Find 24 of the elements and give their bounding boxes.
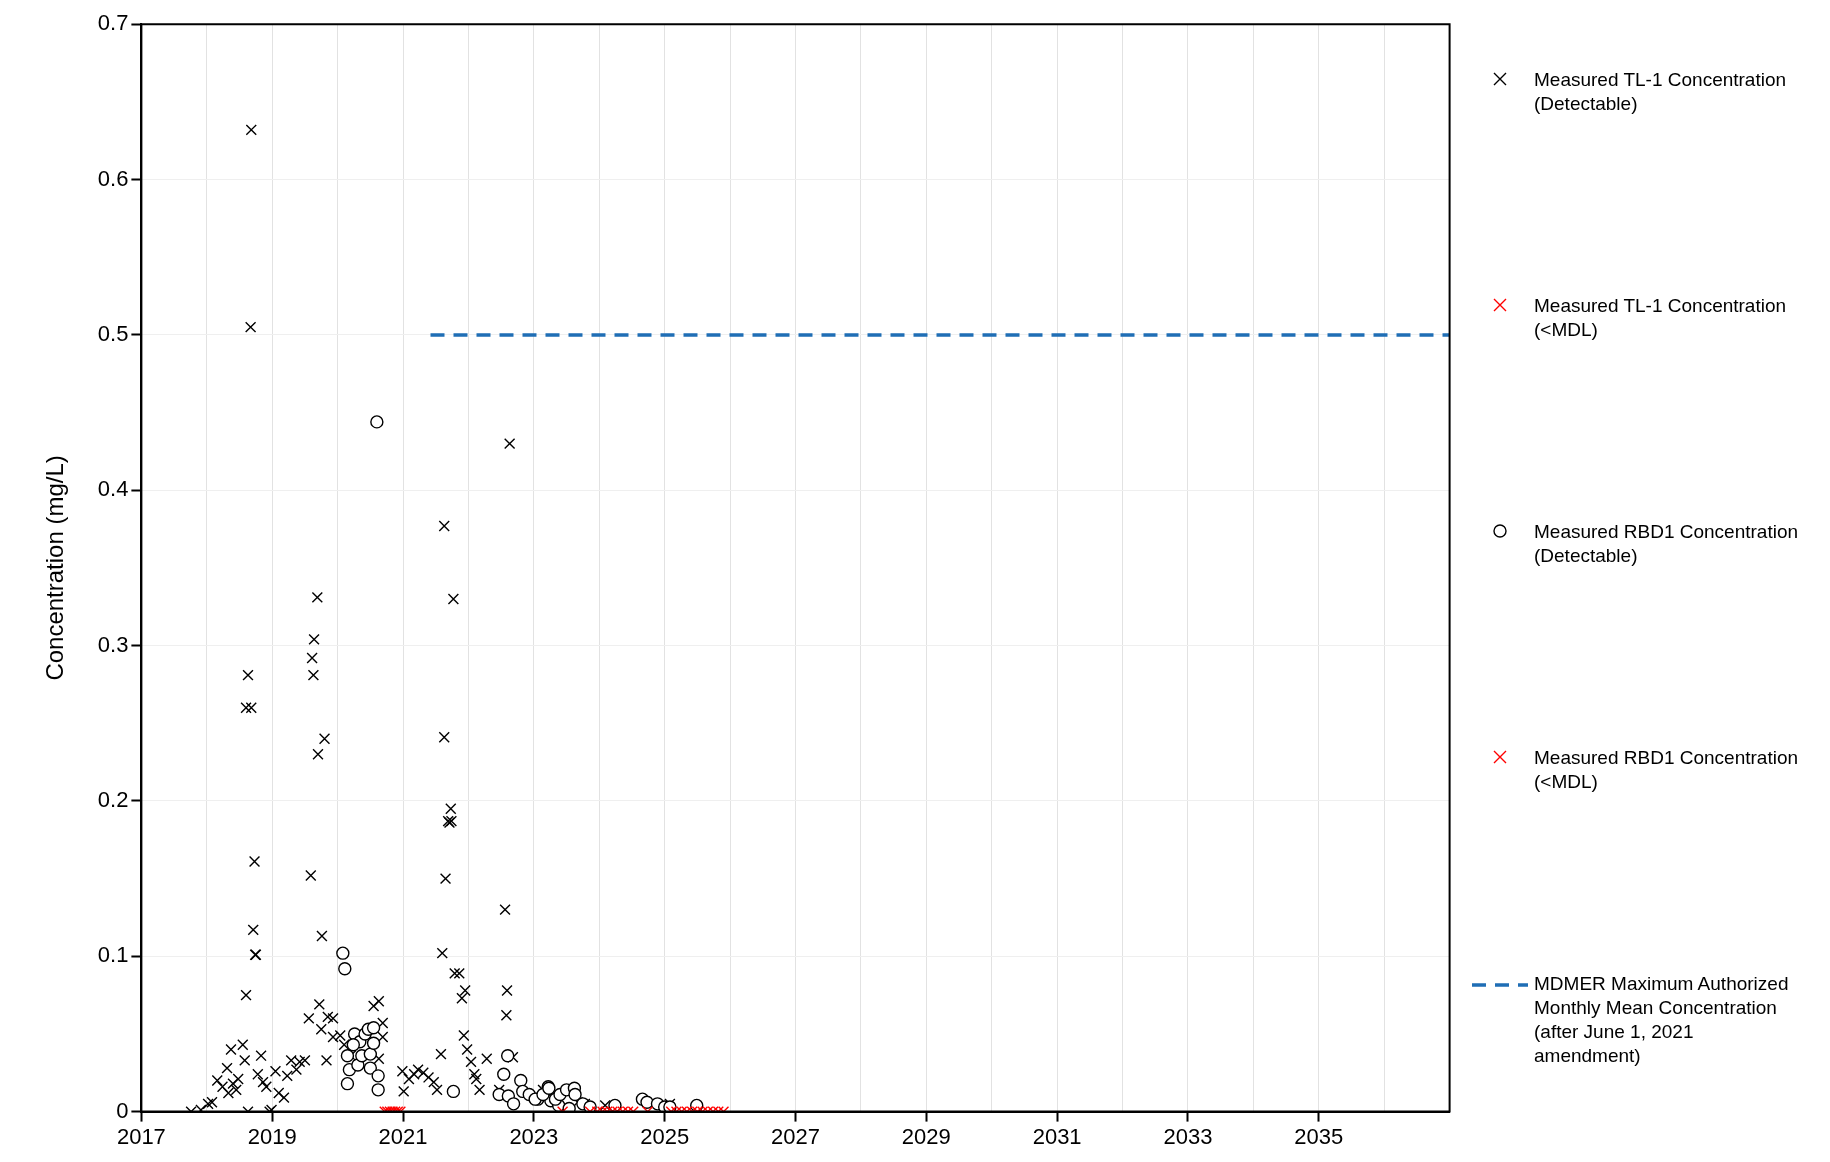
legend-label: Measured TL-1 Concentration (<MDL) <box>1534 294 1788 342</box>
legend-label: Measured TL-1 Concentration (Detectable) <box>1534 68 1788 116</box>
x-tick-label: 2025 <box>640 1123 690 1149</box>
x-tick-label: 2023 <box>509 1123 559 1149</box>
x-tick-label: 2017 <box>116 1123 166 1149</box>
x-tick-label: 2031 <box>1032 1123 1082 1149</box>
y-tick-label: 0.2 <box>97 786 129 812</box>
y-tick-label: 0.1 <box>97 942 129 968</box>
y-tick-label: 0.3 <box>97 631 129 657</box>
x-tick-label: 2027 <box>771 1123 820 1149</box>
x-tick-label: 2033 <box>1163 1123 1213 1149</box>
x-tick-label: 2019 <box>247 1123 297 1149</box>
x-tick-label: 2029 <box>901 1123 951 1149</box>
x-tick-label: 2021 <box>378 1123 428 1149</box>
y-tick-label: 0.5 <box>97 320 129 346</box>
legend-label: MDMER Maximum Authorized Monthly Mean Concentration (after June 1, 2021 amendment) <box>1534 972 1790 1068</box>
x-tick-label: 2035 <box>1294 1123 1344 1149</box>
y-tick-label: 0.7 <box>97 10 129 36</box>
y-axis-title: Concentration (mg/L) <box>41 455 69 681</box>
legend-label: Measured RBD1 Concentration (<MDL) <box>1534 746 1800 794</box>
y-tick-label: 0.4 <box>97 476 129 502</box>
y-tick-label: 0 <box>116 1097 129 1123</box>
legend-label: Measured RBD1 Concentration (Detectable) <box>1534 520 1800 568</box>
y-tick-label: 0.6 <box>97 165 129 191</box>
